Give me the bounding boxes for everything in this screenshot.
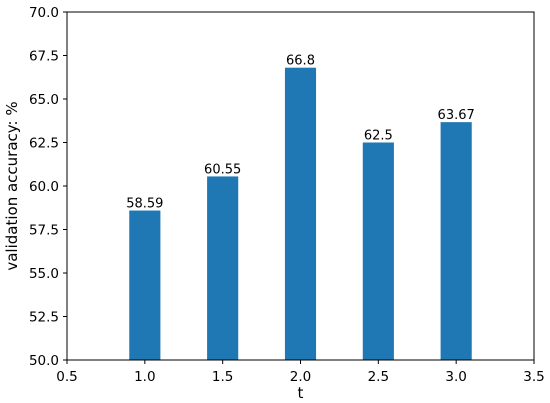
y-tick-label: 60.0 <box>29 179 59 195</box>
bar-value-label: 58.59 <box>126 197 163 212</box>
y-tick-label: 67.5 <box>29 49 59 65</box>
data-labels-group: 58.59 60.55 66.8 62.5 63.67 <box>126 54 475 212</box>
x-tick-label: 1.5 <box>212 369 233 385</box>
x-tick-label: 3.0 <box>445 369 466 385</box>
x-tick-label: 1.0 <box>134 369 155 385</box>
x-tick-label: 2.5 <box>368 369 389 385</box>
y-tick-label: 65.0 <box>29 92 59 108</box>
y-tick-label: 70.0 <box>29 5 59 21</box>
y-axis: 50.0 52.5 55.0 57.5 60.0 62.5 65.0 67.5 70.0 <box>29 5 67 369</box>
y-tick-label: 55.0 <box>29 266 59 282</box>
x-tick-label: 0.5 <box>56 369 77 385</box>
bar <box>284 67 317 361</box>
bar-value-label: 60.55 <box>204 162 241 177</box>
bar-value-label: 66.8 <box>286 54 315 69</box>
y-tick-label: 50.0 <box>29 353 59 369</box>
y-tick-label: 62.5 <box>29 136 59 152</box>
y-tick-label: 57.5 <box>29 223 59 239</box>
y-tick-label: 52.5 <box>29 310 59 326</box>
x-tick-label: 3.5 <box>523 369 544 385</box>
bar-value-label: 63.67 <box>438 108 475 123</box>
bar <box>440 122 472 360</box>
plot-frame <box>66 11 535 361</box>
y-axis-label: validation accuracy: % <box>3 101 21 270</box>
bar <box>207 176 239 360</box>
bar <box>362 142 394 360</box>
bars-group <box>129 67 472 361</box>
x-tick-label: 2.0 <box>290 369 311 385</box>
bar-value-label: 62.5 <box>364 129 393 144</box>
bar <box>129 210 161 360</box>
x-axis-label: t <box>298 384 304 402</box>
x-axis: 0.5 1.0 1.5 2.0 2.5 3.0 3.5 <box>56 360 545 385</box>
